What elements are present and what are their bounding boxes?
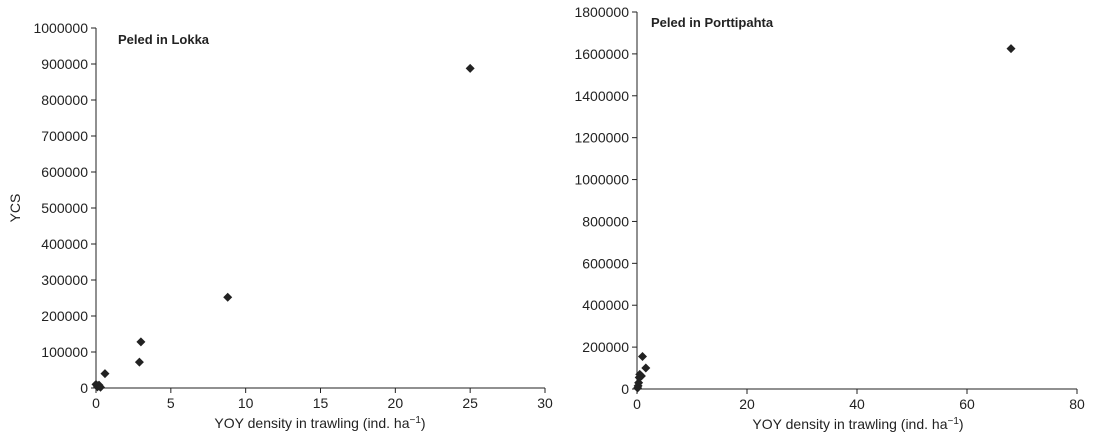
y-tick-label: 400000	[582, 297, 629, 313]
chart-title: Peled in Porttipahta	[651, 15, 774, 30]
y-tick-label: 1800000	[574, 4, 629, 20]
y-tick-label: 500000	[41, 200, 88, 216]
x-axis-label-main: YOY density in trawling (ind. ha	[752, 416, 947, 432]
y-tick-label: 800000	[582, 213, 629, 229]
y-tick-label: 800000	[41, 92, 88, 108]
data-point	[638, 352, 647, 362]
data-point	[95, 382, 105, 392]
y-tick-label: 900000	[41, 56, 88, 72]
x-axis-label-close: )	[959, 416, 964, 432]
x-tick-label: 0	[92, 395, 100, 411]
y-tick-label: 0	[80, 380, 88, 396]
x-axis-label-close: )	[421, 415, 426, 431]
y-tick-label: 200000	[582, 339, 629, 355]
x-tick-label: 40	[849, 396, 865, 412]
x-tick-label: 10	[238, 395, 254, 411]
y-tick-label: 1000000	[574, 172, 629, 188]
data-point	[634, 378, 644, 388]
data-point	[465, 63, 475, 73]
y-tick-label: 1200000	[574, 130, 629, 146]
x-tick-label: 80	[1069, 396, 1085, 412]
chart-title: Peled in Lokka	[118, 32, 210, 47]
y-axis-label: YCS	[7, 194, 23, 223]
y-tick-label: 300000	[41, 272, 88, 288]
y-tick-label: 1400000	[574, 88, 629, 104]
x-tick-label: 0	[633, 396, 641, 412]
data-point	[134, 357, 144, 367]
x-tick-label: 15	[313, 395, 329, 411]
x-axis-label-sup: −1	[948, 416, 960, 427]
x-axis-label-main: YOY density in trawling (ind. ha	[214, 415, 409, 431]
x-tick-label: 30	[537, 395, 553, 411]
x-tick-label: 60	[959, 396, 975, 412]
x-axis-label-sup: −1	[410, 415, 422, 426]
y-tick-label: 600000	[41, 164, 88, 180]
chart-porttipahta: 0 200000 400000 600000 800000 1000000 1200000 1…	[574, 4, 1085, 432]
x-tick-label: 5	[167, 395, 175, 411]
chart-lokka: 0 100000 200000 300000 400000 500000 600000 700…	[7, 20, 553, 431]
x-axis-label: YOY density in trawling (ind. ha−1)	[214, 415, 425, 432]
data-point	[223, 292, 233, 302]
data-point	[136, 337, 146, 347]
y-tick-label: 100000	[41, 344, 88, 360]
y-tick-label: 400000	[41, 236, 88, 252]
data-point	[100, 369, 110, 379]
y-tick-label: 700000	[41, 128, 88, 144]
x-axis-label: YOY density in trawling (ind. ha−1)	[752, 416, 963, 433]
x-tick-label: 20	[388, 395, 404, 411]
y-tick-label: 200000	[41, 308, 88, 324]
x-tick-label: 20	[739, 396, 755, 412]
y-tick-label: 1600000	[574, 46, 629, 62]
x-tick-label: 25	[462, 395, 478, 411]
data-point	[641, 363, 651, 373]
data-point	[1006, 44, 1016, 54]
data-point	[636, 371, 646, 381]
y-tick-label: 1000000	[33, 20, 88, 36]
y-tick-label: 0	[621, 381, 629, 397]
y-tick-label: 600000	[582, 255, 629, 271]
